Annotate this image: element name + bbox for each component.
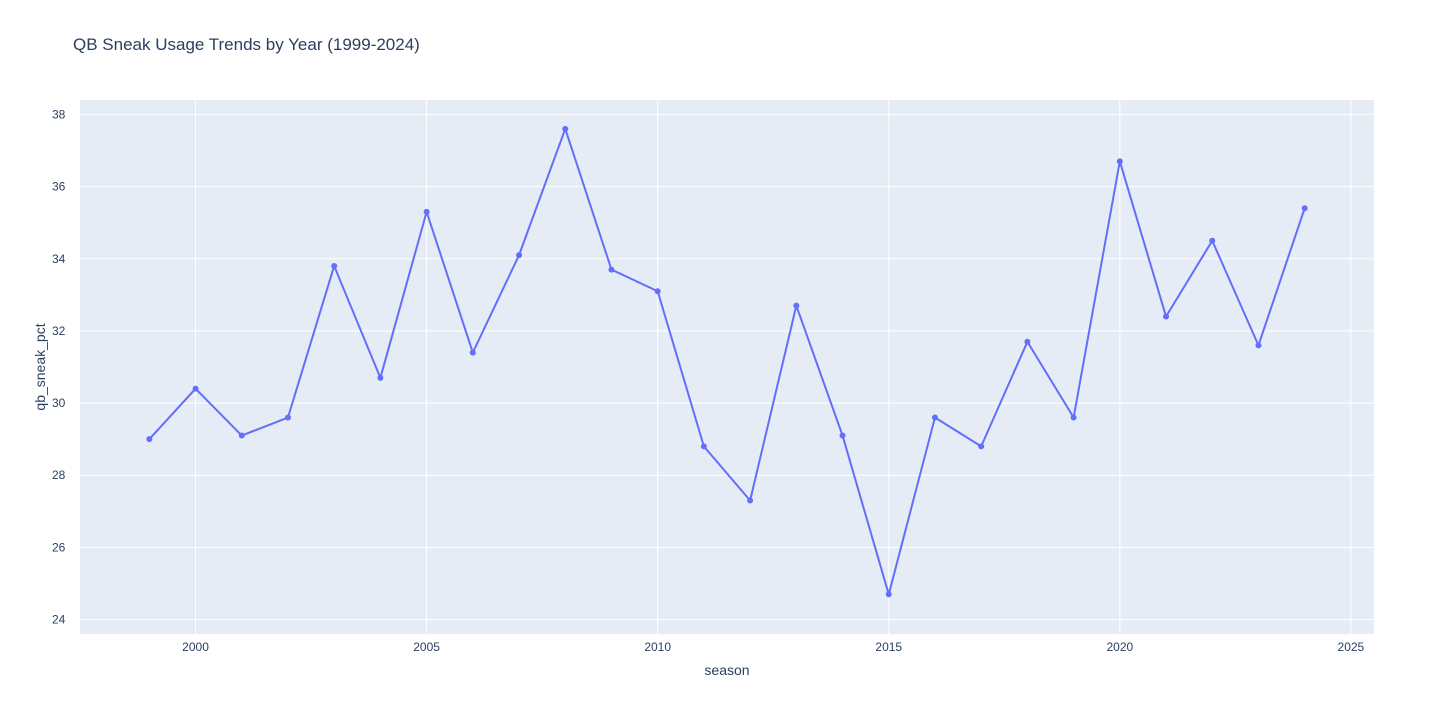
x-axis-label: season [704,662,749,678]
y-tick-label: 38 [52,107,66,121]
series-line [148,127,1306,596]
x-tick-label: 2005 [413,640,440,654]
data-point[interactable] [284,414,291,421]
data-point[interactable] [469,349,476,356]
data-point[interactable] [700,443,707,450]
x-tick-label: 2010 [644,640,671,654]
data-point[interactable] [1163,313,1170,320]
data-point[interactable] [978,443,985,450]
data-point[interactable] [931,414,938,421]
tick-labels: 2000 2005 2010 2015 2020 2025 24 26 28 30 32 34 36 38 [52,107,1365,654]
y-tick-label: 30 [52,396,66,410]
data-point[interactable] [377,374,384,381]
x-tick-label: 2020 [1106,640,1133,654]
data-point[interactable] [146,436,153,443]
data-point[interactable] [1024,338,1031,345]
data-point[interactable] [1116,158,1123,165]
y-tick-label: 32 [52,324,66,338]
y-tick-label: 34 [52,252,66,266]
data-point[interactable] [793,302,800,309]
data-point[interactable] [1070,414,1077,421]
x-tick-label: 2015 [875,640,902,654]
data-point[interactable] [562,125,569,132]
data-point[interactable] [331,262,338,269]
data-point[interactable] [423,208,430,215]
plot-area [80,100,1374,634]
y-tick-label: 26 [52,540,66,554]
y-tick-label: 24 [52,613,66,627]
series-layer [146,125,1308,598]
chart-title: QB Sneak Usage Trends by Year (1999-2024… [73,35,420,54]
data-point[interactable] [192,385,199,392]
y-axis-label: qb_sneak_pct [32,323,48,410]
data-point[interactable] [885,591,892,598]
data-point[interactable] [1255,342,1262,349]
data-point[interactable] [654,288,661,295]
data-point[interactable] [747,497,754,504]
x-tick-label: 2000 [182,640,209,654]
data-point[interactable] [839,432,846,439]
x-tick-label: 2025 [1338,640,1365,654]
gridlines [80,100,1374,634]
data-point[interactable] [608,266,615,273]
data-point[interactable] [1209,237,1216,244]
data-point[interactable] [516,252,523,259]
data-point[interactable] [238,432,245,439]
y-tick-label: 28 [52,468,66,482]
data-point[interactable] [1301,205,1308,212]
y-tick-label: 36 [52,180,66,194]
